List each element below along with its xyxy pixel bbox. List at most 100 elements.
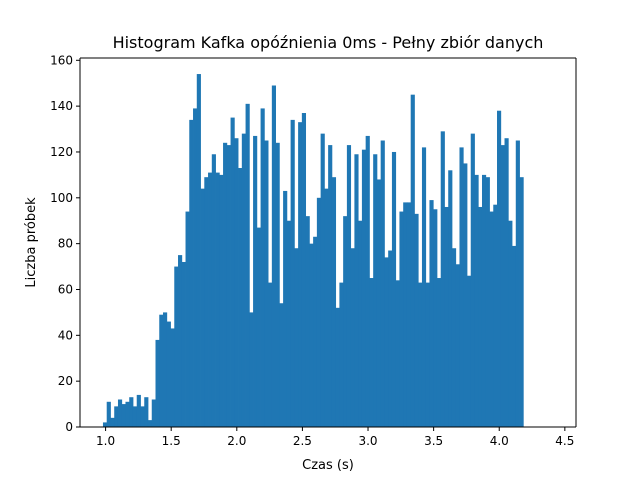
histogram-bar [335,307,340,427]
histogram-bar [350,248,355,427]
histogram-bar [395,280,400,427]
histogram-bar [433,209,438,427]
y-ticks: 0 20 40 60 80 100 120 140 160 [50,53,80,434]
histogram-bar [391,151,397,428]
histogram-bar [406,202,412,427]
x-ticks: 1.0 1.5 2.0 2.5 3.0 3.5 4.0 4.5 [96,427,574,448]
histogram-bar [436,278,442,427]
histogram-bar [365,135,370,427]
histogram-bar [163,312,168,427]
histogram-bar [102,422,108,427]
histogram-bar [459,147,464,428]
histogram-bar [328,145,333,427]
histogram-bar [286,220,292,427]
y-tick-label: 100 [50,191,73,205]
histogram-bar [268,282,273,427]
histogram-bar [129,397,134,427]
histogram-bar [151,399,156,427]
y-tick-label: 160 [50,53,73,67]
histogram-bar [226,145,231,427]
x-tick-label: 2.0 [227,434,246,448]
histogram-bar [346,145,352,427]
histogram-bar [444,206,449,427]
histogram-bar [215,172,220,427]
histogram-bar [110,417,115,427]
histogram-bar [275,142,280,427]
histogram-bar [508,220,513,427]
histogram-bar [455,264,460,427]
histogram-bar [121,404,126,427]
histogram-bar [253,135,258,427]
histogram-bar [196,74,201,427]
histogram-bar [211,154,216,427]
histogram-bar [320,133,325,427]
histogram-bar [316,197,322,427]
histogram-bar [448,170,453,427]
histogram-bar [470,133,475,427]
histogram-bar [106,401,111,427]
histogram-bar [200,188,205,427]
histogram-bar [313,236,318,427]
y-tick-label: 40 [58,328,73,342]
x-tick-label: 1.0 [96,434,115,448]
histogram-bar [354,154,359,427]
y-tick-label: 0 [65,420,73,434]
histogram-bar [147,420,153,427]
histogram-bar [140,406,145,427]
x-axis-label: Czas (s) [302,458,354,473]
histogram-bar [290,119,295,427]
histogram-bar [193,108,198,427]
histogram-bar [185,211,190,427]
histogram-bar [414,213,419,427]
histogram-bar [463,163,468,427]
histogram-bar [294,248,299,427]
histogram-bar [144,397,149,427]
histogram-bar [399,211,404,427]
x-tick-label: 2.5 [293,434,312,448]
histogram-bar [425,282,430,427]
histogram-bar [429,200,434,427]
histogram-bar [245,103,250,428]
histogram-bar [241,133,246,427]
histogram-bar [500,145,505,427]
histogram-bar [373,154,378,427]
histogram-bar [478,206,483,427]
x-tick-label: 1.5 [162,434,181,448]
histogram-bar [208,172,213,427]
histogram-bar [410,94,415,427]
histogram-bar [376,179,382,427]
histogram-bar [515,140,520,427]
histogram-bar [384,257,389,427]
y-tick-label: 80 [58,237,73,251]
histogram-bar [178,255,183,427]
histogram-bar [234,138,239,427]
histogram-bar [166,321,171,427]
histogram-bar [388,250,393,427]
bars-group [102,74,524,428]
histogram-bar [343,216,348,427]
histogram-bar [283,190,288,427]
histogram-bar [264,140,269,427]
histogram-bar [451,248,457,427]
histogram-bar [301,113,307,427]
histogram-bar [181,261,186,427]
y-tick-label: 20 [58,374,73,388]
histogram-bar [485,177,490,427]
histogram-bar [440,131,445,427]
histogram-bar [125,401,130,427]
histogram-bar [519,177,524,427]
histogram-bar [230,117,235,428]
y-tick-label: 120 [50,145,73,159]
histogram-bar [493,204,498,427]
histogram-bar [466,275,472,427]
histogram-bar [361,149,367,428]
histogram-bar [256,227,261,427]
histogram-bar [260,108,265,427]
histogram-bar [331,177,337,427]
x-tick-label: 4.0 [490,434,509,448]
histogram-bar [339,282,344,427]
histogram-bar [170,328,175,427]
histogram-bar [324,188,329,427]
histogram-bar [305,216,310,427]
